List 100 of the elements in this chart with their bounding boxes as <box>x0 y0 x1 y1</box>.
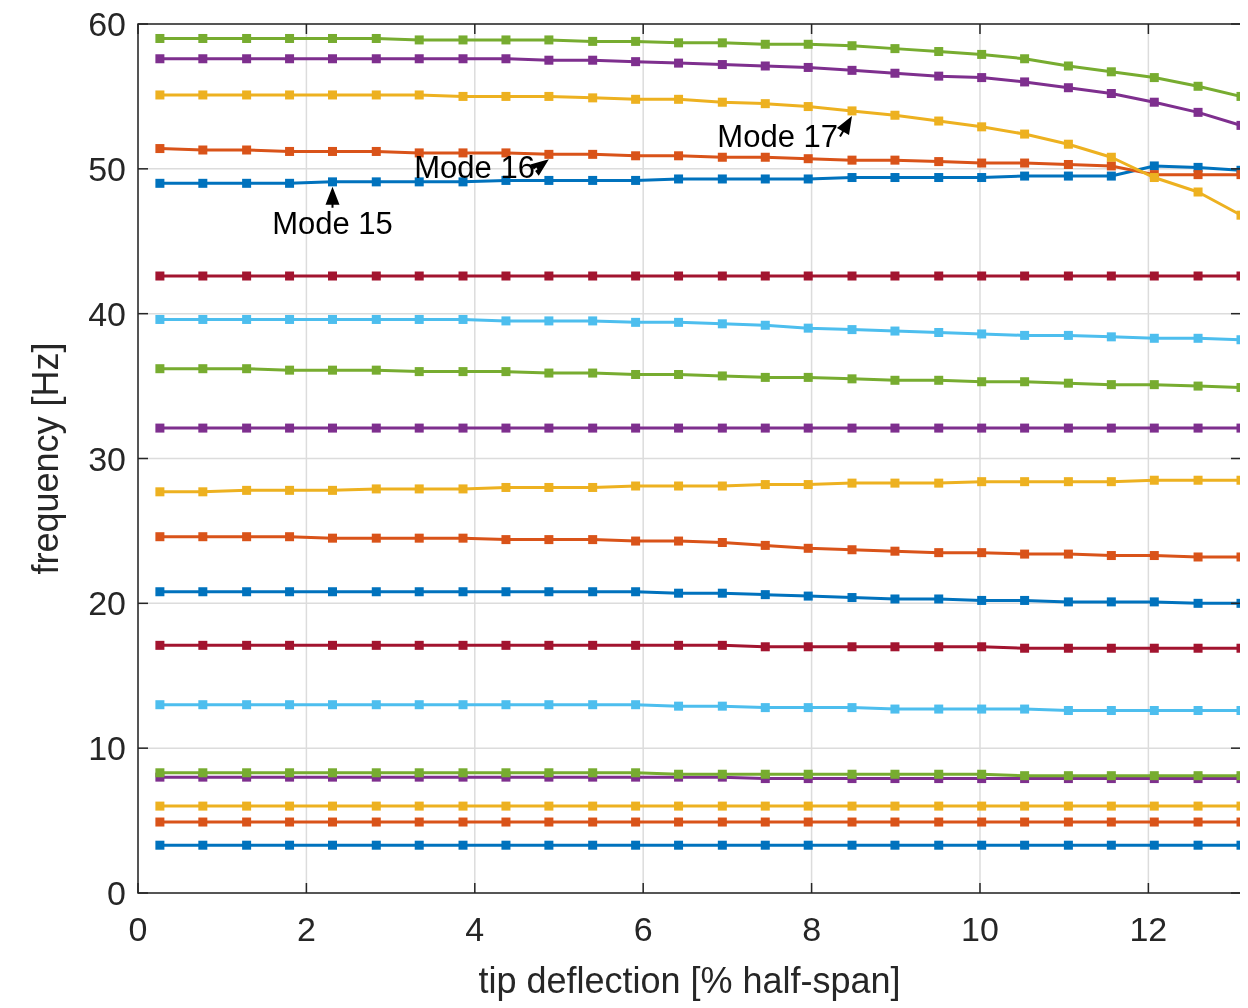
point <box>717 801 727 811</box>
point <box>1020 643 1030 653</box>
point <box>501 768 511 778</box>
point <box>631 94 641 104</box>
point <box>977 595 987 605</box>
point <box>847 271 857 281</box>
point <box>1020 330 1030 340</box>
point <box>1020 77 1030 87</box>
point <box>1193 598 1203 608</box>
point <box>458 840 468 850</box>
point <box>1106 477 1116 487</box>
point <box>198 768 208 778</box>
point <box>371 423 381 433</box>
point <box>631 175 641 185</box>
point <box>934 116 944 126</box>
point <box>1020 129 1030 139</box>
point <box>1063 139 1073 149</box>
point <box>458 271 468 281</box>
x-tick-label: 6 <box>633 910 653 948</box>
point <box>588 271 598 281</box>
point <box>890 546 900 556</box>
point <box>890 375 900 385</box>
point <box>847 65 857 75</box>
point <box>285 485 295 495</box>
point <box>847 423 857 433</box>
point <box>242 178 252 188</box>
point <box>760 769 770 779</box>
point <box>760 817 770 827</box>
point <box>803 769 813 779</box>
y-axis-title: frequency [Hz] <box>25 342 66 575</box>
point <box>1149 380 1159 390</box>
point <box>588 316 598 326</box>
point <box>285 817 295 827</box>
point <box>847 545 857 555</box>
point <box>631 840 641 850</box>
point <box>458 817 468 827</box>
point <box>977 49 987 59</box>
point <box>242 33 252 43</box>
point <box>674 151 684 161</box>
point <box>1020 423 1030 433</box>
point <box>760 372 770 382</box>
point <box>847 155 857 165</box>
point <box>934 548 944 558</box>
point <box>544 55 554 65</box>
point <box>1149 333 1159 343</box>
point <box>890 840 900 850</box>
y-tick-label: 60 <box>88 5 126 43</box>
point <box>328 54 337 64</box>
point <box>588 149 598 159</box>
point <box>1106 801 1116 811</box>
point <box>803 801 813 811</box>
point <box>847 374 857 384</box>
point <box>544 368 554 378</box>
point <box>544 840 554 850</box>
point <box>674 840 684 850</box>
point <box>155 314 165 324</box>
point <box>371 640 381 650</box>
point <box>588 93 598 103</box>
x-tick-label: 12 <box>1129 910 1168 948</box>
point <box>242 840 252 850</box>
point <box>934 47 944 57</box>
point <box>328 840 337 850</box>
point <box>414 817 424 827</box>
point <box>803 154 813 164</box>
point <box>328 423 337 433</box>
point <box>977 158 987 168</box>
y-tick-label: 10 <box>88 729 126 768</box>
point <box>1193 643 1203 653</box>
point <box>1149 597 1159 607</box>
point <box>1149 706 1159 716</box>
point <box>588 700 598 710</box>
point <box>544 587 554 597</box>
point <box>847 478 857 488</box>
point <box>631 317 641 327</box>
point <box>847 325 857 335</box>
point <box>1063 61 1073 71</box>
point <box>285 640 295 650</box>
x-tick-label: 10 <box>961 910 999 948</box>
point <box>198 271 208 281</box>
point <box>717 640 727 650</box>
point <box>1020 595 1030 605</box>
point <box>588 423 598 433</box>
point <box>328 801 337 811</box>
point <box>414 700 424 710</box>
point <box>155 801 165 811</box>
point <box>1063 597 1073 607</box>
point <box>1063 83 1073 93</box>
point <box>155 271 165 281</box>
point <box>803 271 813 281</box>
point <box>890 110 900 120</box>
point <box>371 587 381 597</box>
point <box>803 174 813 184</box>
y-tick-label: 30 <box>88 439 126 478</box>
point <box>1106 271 1116 281</box>
point <box>760 320 770 330</box>
point <box>890 44 900 54</box>
point <box>760 99 770 109</box>
x-tick-label: 4 <box>465 910 485 948</box>
point <box>1149 475 1159 485</box>
point <box>674 801 684 811</box>
